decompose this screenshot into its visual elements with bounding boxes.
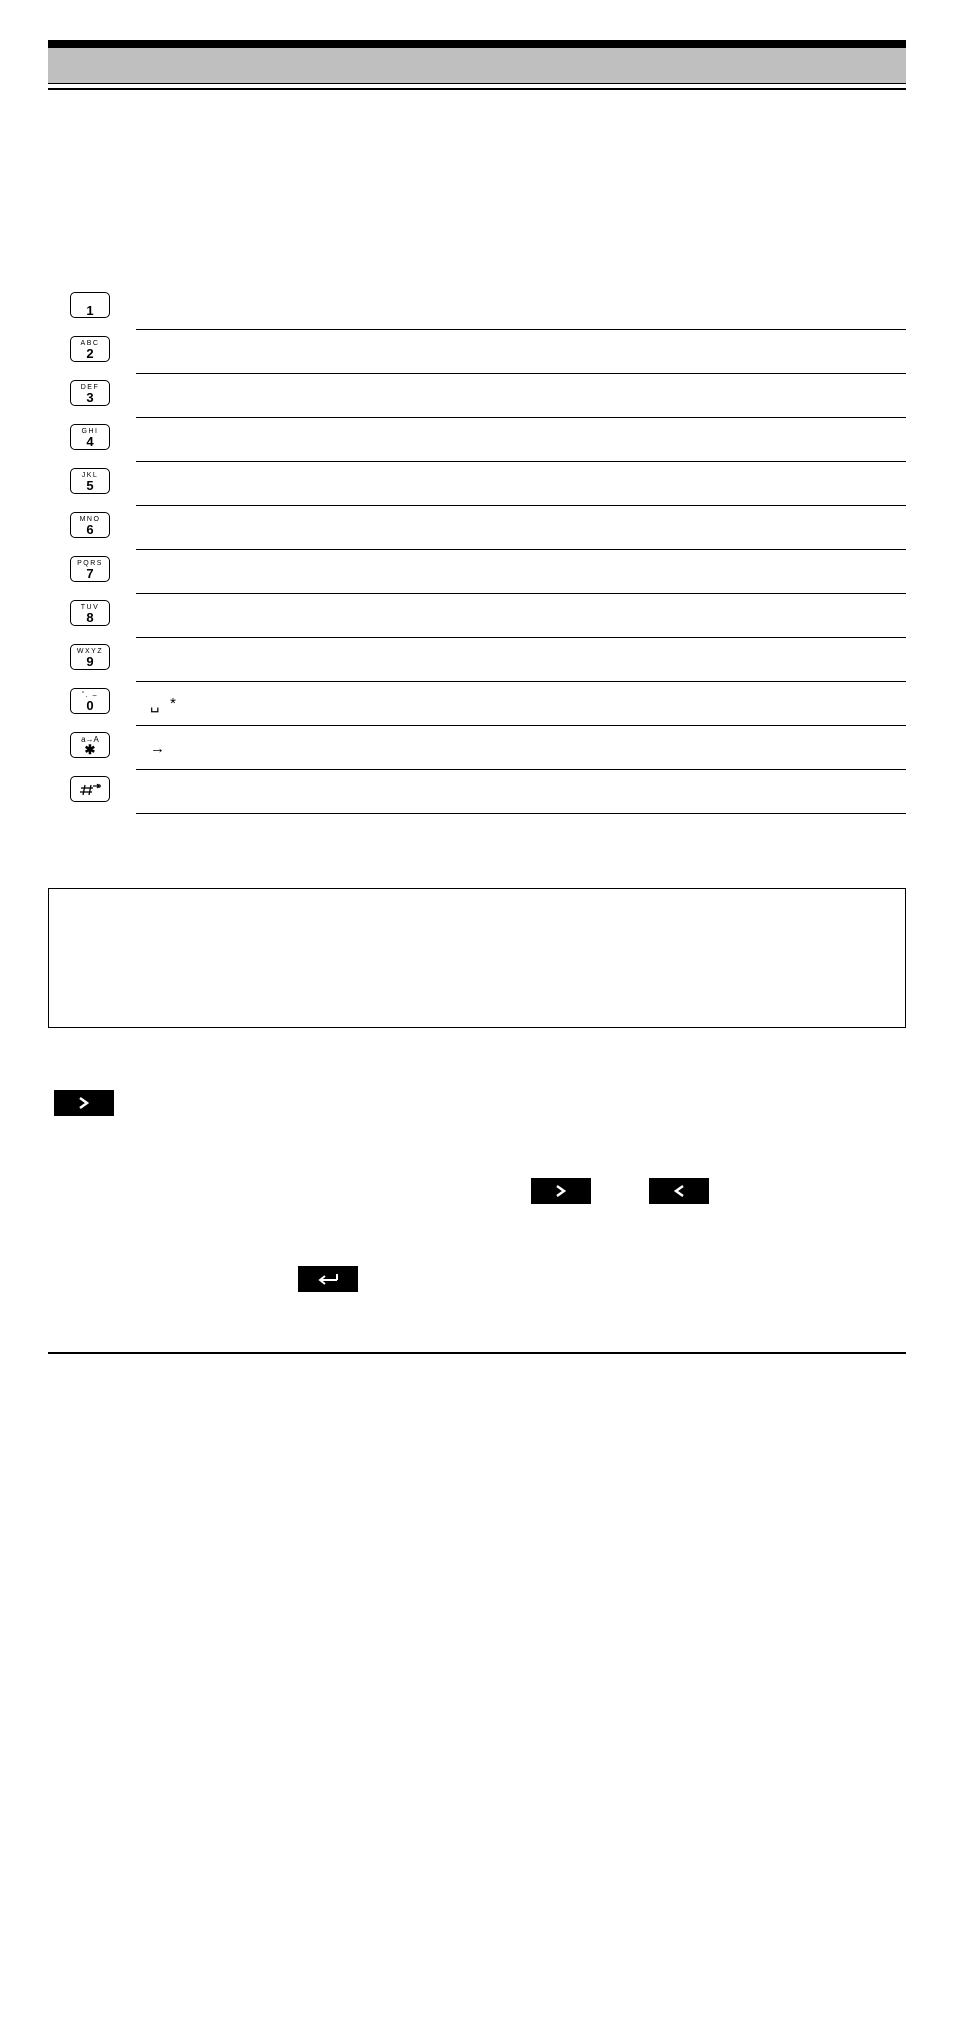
key-star-main: ✱ [85,743,96,756]
key-0: ˘. – 0 [70,688,110,714]
char-row-7: PQRS 7 [70,554,906,598]
char-cell-0-rest: * [160,697,178,714]
enter-key-icon [298,1266,358,1292]
key-4-main: 4 [86,435,93,448]
intro-spacer [48,90,906,290]
char-cell-4 [136,422,906,462]
char-cell-star: → [136,730,906,770]
grey-header-band [48,48,906,84]
key-1-main: 1 [86,304,93,317]
key-1: 1 [70,292,110,318]
char-row-star: a→A ✱ → [70,730,906,774]
character-map-table: 1 ABC 2 DEF 3 [70,290,906,818]
cursor-para-1 [48,1088,906,1116]
char-row-hash [70,774,906,818]
char-cell-9 [136,642,906,682]
key-6: MNO 6 [70,512,110,538]
key-7: PQRS 7 [70,556,110,582]
char-cell-6 [136,510,906,550]
key-5: JKL 5 [70,468,110,494]
key-2-main: 2 [86,347,93,360]
char-cell-0: ␣ * [136,686,906,726]
space-glyph-icon: ␣ [150,696,160,713]
char-cell-1 [136,290,906,330]
char-cell-hash [136,774,906,814]
cursor-para-3: xxxxxxxxxxxxxxxxxxxxxxxxxxxxxxxx [48,1266,906,1292]
cursor-control-section: xxxxxxxxxxxxxxxxxxxxxxxxxxxxxxxxxxxxxxxx… [48,1088,906,1292]
char-cell-8 [136,598,906,638]
char-cell-7 [136,554,906,594]
cursor-para-2: xxxxxxxxxxxxxxxxxxxxxxxxxxxxxxxxxxxxxxxx… [48,1178,906,1204]
char-cell-2 [136,334,906,374]
top-black-bar [48,40,906,48]
key-3: DEF 3 [70,380,110,406]
key-hash [70,776,110,802]
char-row-5: JKL 5 [70,466,906,510]
key-star: a→A ✱ [70,732,110,758]
char-cell-3 [136,378,906,418]
cursor-right-button-icon [54,1090,114,1116]
page-footer [48,1354,906,1364]
char-cell-5 [136,466,906,506]
key-9-main: 9 [86,655,93,668]
hash-loop-icon [79,783,101,799]
char-row-2: ABC 2 [70,334,906,378]
key-2: ABC 2 [70,336,110,362]
char-row-8: TUV 8 [70,598,906,642]
key-9: WXYZ 9 [70,644,110,670]
cursor-left-inline-icon [649,1178,709,1204]
cursor-right-inline-icon [531,1178,591,1204]
key-8: TUV 8 [70,600,110,626]
key-7-main: 7 [86,567,93,580]
key-6-main: 6 [86,523,93,536]
char-row-9: WXYZ 9 [70,642,906,686]
key-5-main: 5 [86,479,93,492]
char-row-3: DEF 3 [70,378,906,422]
char-row-6: MNO 6 [70,510,906,554]
key-0-main: 0 [86,699,93,712]
char-row-1: 1 [70,290,906,334]
key-4: GHI 4 [70,424,110,450]
key-8-main: 8 [86,611,93,624]
note-box [48,888,906,1028]
arrow-right-icon: → [150,740,165,757]
key-3-main: 3 [86,391,93,404]
char-row-0: ˘. – 0 ␣ * [70,686,906,730]
char-row-4: GHI 4 [70,422,906,466]
